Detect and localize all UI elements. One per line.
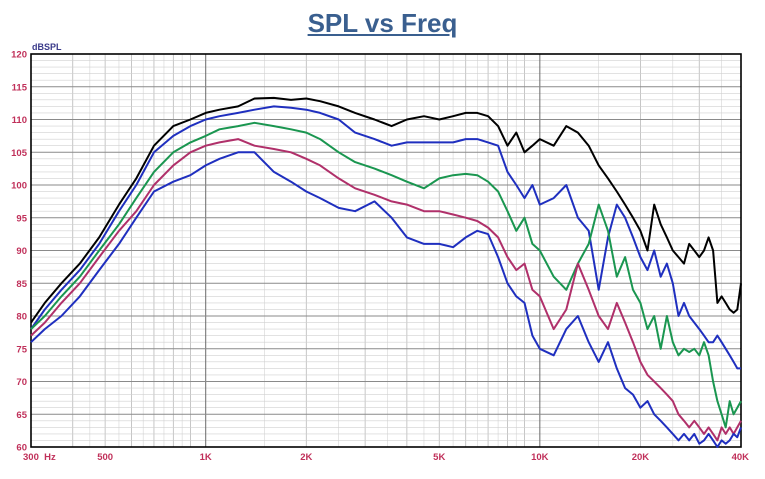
y-tick-label: 90 (16, 246, 27, 257)
y-tick-label: 105 (11, 148, 28, 159)
x-tick-label: 5K (433, 452, 445, 463)
x-tick-label: 300 Hz (23, 452, 56, 463)
series-line-5 (30, 151, 742, 448)
y-tick-label: 65 (16, 410, 27, 421)
y-tick-label: 110 (12, 115, 27, 126)
chart-title: SPL vs Freq (307, 8, 458, 38)
y-tick-label: 95 (16, 213, 27, 224)
y-axis-label: dBSPL (32, 42, 62, 52)
x-tick-label: 500 (97, 452, 113, 463)
y-tick-label: 75 (16, 344, 27, 355)
x-tick-label: 20K (632, 452, 650, 463)
y-tick-label: 70 (16, 377, 27, 388)
y-tick-label: 80 (16, 312, 27, 323)
y-tick-label: 85 (16, 279, 27, 290)
y-tick-label: 120 (11, 50, 27, 61)
x-tick-label: 10K (531, 452, 549, 463)
series-line-4 (30, 138, 742, 442)
series-line-2 (30, 105, 741, 370)
series-layer (30, 96, 742, 448)
y-tick-label: 60 (16, 443, 27, 454)
plot-frame (30, 53, 742, 448)
series-line-3 (30, 121, 742, 429)
y-tick-label: 100 (11, 181, 27, 192)
x-tick-labels: 300 Hz 500 1K 2K 5K 10K 20K 40K (23, 452, 749, 463)
y-tick-labels: 60 65 70 75 80 85 90 95 100 105 110 115 120 (11, 50, 28, 454)
x-tick-label: 1K (200, 452, 212, 463)
x-tick-label: 40K (732, 452, 750, 463)
x-tick-label: 2K (300, 452, 312, 463)
series-line-1 (30, 96, 742, 324)
y-tick-label: 115 (12, 82, 28, 93)
